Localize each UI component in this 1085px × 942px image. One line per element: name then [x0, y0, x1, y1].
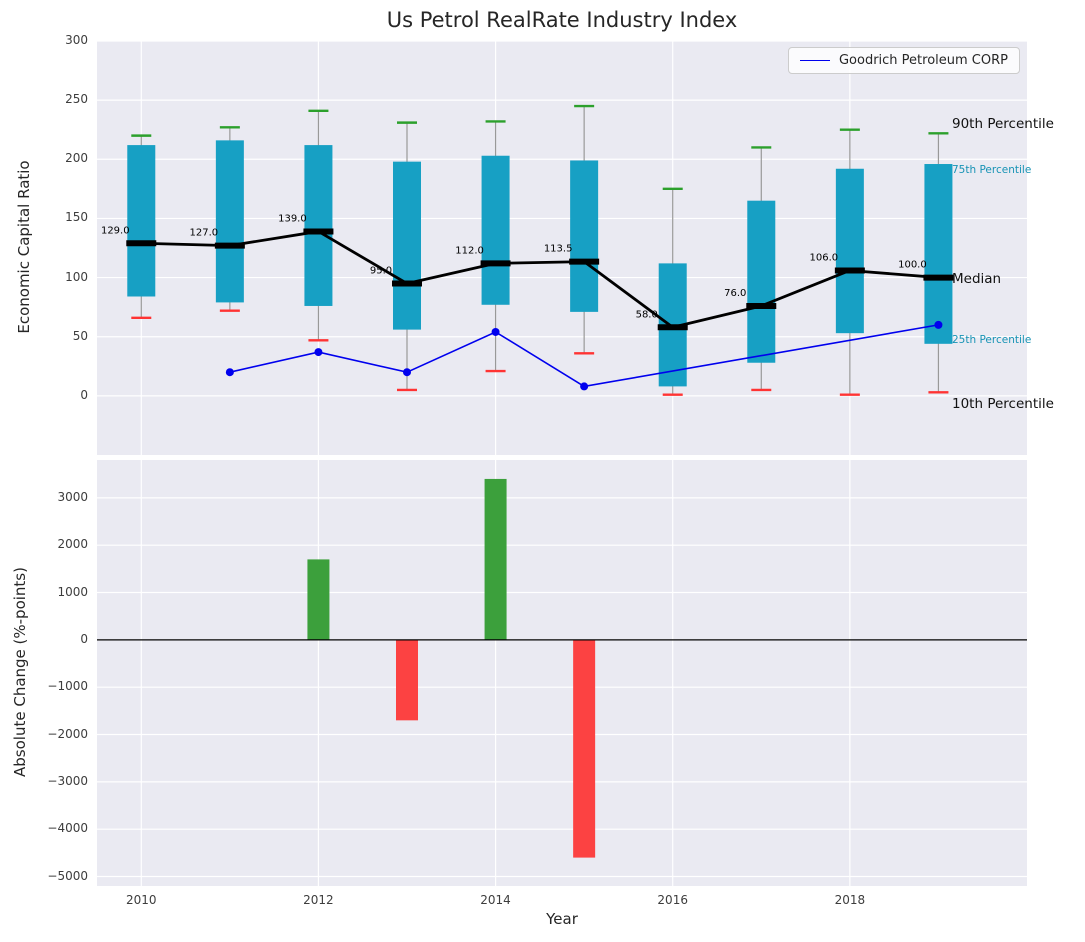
company-point-2019: [934, 320, 943, 329]
top-y-tick-300: 300: [65, 33, 88, 47]
top-y-axis-label: Economic Capital Ratio: [15, 160, 33, 334]
change-bar-2015: [573, 639, 596, 858]
iqr-box-2015: [570, 160, 599, 312]
bottom-plot-svg: [97, 460, 1027, 886]
label-25th-percentile: 25th Percentile: [952, 334, 1032, 347]
iqr-box-2014: [481, 155, 510, 305]
bottom-y-tick--5000: −5000: [47, 868, 88, 883]
chart-title: Us Petrol RealRate Industry Index: [386, 8, 738, 32]
x-axis-label: Year: [546, 910, 578, 928]
bottom-y-tick-0: 0: [80, 631, 88, 646]
top-y-tick-150: 150: [65, 210, 88, 225]
bottom-y-tick--1000: −1000: [47, 679, 88, 694]
company-point-2015: [580, 382, 589, 391]
bottom-plot-area: [97, 460, 1027, 886]
bottom-y-tick-3000: 3000: [57, 489, 88, 504]
label-90th-percentile: 90th Percentile: [952, 115, 1054, 132]
company-point-2012: [314, 348, 323, 357]
iqr-box-2010: [127, 145, 156, 297]
top-y-tick-250: 250: [65, 92, 88, 107]
bottom-y-tick--3000: −3000: [47, 773, 88, 788]
bottom-y-tick-2000: 2000: [57, 537, 88, 552]
x-tick-2010: 2010: [126, 893, 157, 907]
median-annotation-2017: 76.0: [724, 288, 746, 299]
change-bar-2012: [307, 559, 330, 640]
bottom-y-tick--2000: −2000: [47, 726, 88, 741]
bottom-y-tick-1000: 1000: [57, 584, 88, 599]
top-y-tick-0: 0: [80, 387, 88, 402]
median-annotation-2013: 95.0: [370, 265, 392, 276]
top-plot-area: 129.0 127.0 139.0 95.0 112.0 113.5 58.0 76.0 106…: [97, 41, 1027, 455]
change-bar-2014: [484, 478, 507, 640]
company-point-2011: [225, 368, 234, 377]
x-tick-2016: 2016: [657, 893, 688, 907]
iqr-box-2012: [304, 145, 333, 306]
median-annotation-2019: 100.0: [898, 260, 927, 271]
legend: Goodrich Petroleum CORP: [787, 47, 1020, 74]
median-annotation-2016: 58.0: [636, 309, 658, 320]
median-annotation-2018: 106.0: [810, 252, 839, 263]
iqr-box-2018: [835, 168, 864, 334]
iqr-box-2013: [393, 161, 421, 330]
median-annotation-2014: 112.0: [455, 245, 484, 256]
median-annotation-2010: 129.0: [101, 225, 130, 236]
legend-line-sample: [799, 60, 830, 61]
median-annotation-2015: 113.5: [544, 244, 573, 255]
company-point-2013: [403, 368, 411, 377]
legend-label: Goodrich Petroleum CORP: [838, 53, 1008, 68]
company-line: [229, 324, 939, 388]
top-y-tick-200: 200: [65, 151, 88, 166]
x-tick-2012: 2012: [303, 893, 334, 907]
bottom-y-axis-label: Absolute Change (%-points): [11, 567, 29, 777]
x-tick-2018: 2018: [834, 893, 866, 907]
top-y-tick-50: 50: [72, 328, 88, 343]
iqr-box-2017: [747, 200, 776, 363]
median-annotation-2012: 139.0: [278, 213, 307, 224]
top-y-tick-100: 100: [65, 269, 88, 284]
company-point-2014: [491, 327, 500, 336]
iqr-box-2011: [215, 140, 244, 303]
label-75th-percentile: 75th Percentile: [952, 164, 1032, 177]
iqr-box-2019: [924, 164, 953, 344]
top-plot-svg: 129.0 127.0 139.0 95.0 112.0 113.5 58.0 76.0 106…: [97, 41, 1027, 455]
x-tick-2014: 2014: [480, 893, 511, 907]
label-median: Median: [952, 270, 1002, 287]
median-annotation-2011: 127.0: [190, 228, 219, 239]
bottom-y-tick--4000: −4000: [47, 821, 88, 836]
change-bar-2013: [396, 639, 418, 721]
median-line: [141, 230, 939, 329]
label-10th-percentile: 10th Percentile: [952, 396, 1054, 413]
